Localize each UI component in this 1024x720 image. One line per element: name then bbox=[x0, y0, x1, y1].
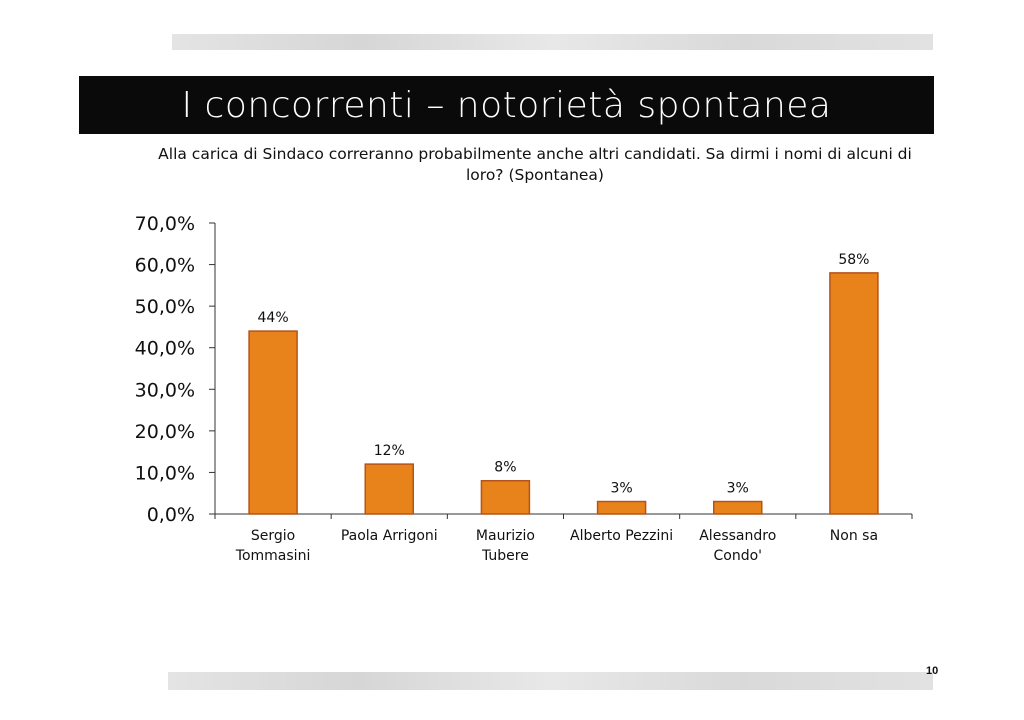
y-tick-label: 50,0% bbox=[135, 296, 195, 318]
y-tick-label: 60,0% bbox=[135, 255, 195, 277]
x-category-label: Sergio bbox=[251, 528, 295, 544]
x-category-label: Condo' bbox=[713, 548, 762, 564]
y-tick-label: 40,0% bbox=[135, 338, 195, 360]
x-category-label: Alberto Pezzini bbox=[570, 528, 673, 544]
y-tick-label: 10,0% bbox=[135, 462, 195, 484]
x-category-label: Tubere bbox=[481, 548, 529, 564]
data-label: 58% bbox=[838, 252, 869, 268]
bar bbox=[248, 330, 298, 515]
y-tick-label: 30,0% bbox=[135, 379, 195, 401]
x-category-label: Alessandro bbox=[699, 528, 776, 544]
y-tick-label: 20,0% bbox=[135, 421, 195, 443]
x-category-label: Non sa bbox=[830, 528, 878, 544]
bar bbox=[480, 479, 531, 515]
data-label: 12% bbox=[374, 443, 405, 459]
bar bbox=[364, 463, 414, 515]
x-category-label: Paola Arrigoni bbox=[341, 528, 438, 544]
bar bbox=[713, 500, 763, 515]
x-category-label: Tommasini bbox=[235, 548, 311, 564]
slide-subtitle: Alla carica di Sindaco correranno probab… bbox=[158, 145, 912, 184]
data-label: 3% bbox=[610, 481, 632, 497]
data-label: 3% bbox=[727, 481, 749, 497]
slide-title: I concorrenti – notorietà spontanea bbox=[79, 76, 934, 134]
page-number: 10 bbox=[926, 665, 939, 677]
bar bbox=[829, 272, 879, 515]
x-category-label: Maurizio bbox=[476, 528, 535, 544]
bar bbox=[596, 500, 647, 515]
y-tick-label: 70,0% bbox=[135, 213, 195, 235]
bottom-decorative-band bbox=[168, 672, 933, 690]
data-label: 44% bbox=[258, 310, 289, 326]
top-decorative-band bbox=[172, 34, 933, 50]
data-label: 8% bbox=[494, 460, 516, 476]
y-tick-label: 0,0% bbox=[147, 504, 195, 526]
